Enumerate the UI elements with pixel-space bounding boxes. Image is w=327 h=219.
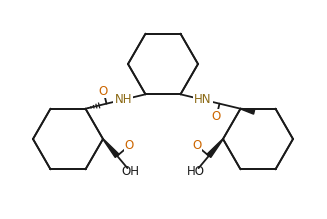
Text: HO: HO — [187, 165, 205, 178]
Text: NH: NH — [114, 93, 132, 106]
Polygon shape — [103, 139, 119, 157]
Text: HN: HN — [194, 93, 212, 106]
Text: O: O — [125, 139, 134, 152]
Text: O: O — [212, 110, 221, 123]
Text: O: O — [99, 85, 108, 97]
Polygon shape — [207, 139, 223, 157]
Polygon shape — [240, 108, 255, 114]
Text: OH: OH — [121, 165, 139, 178]
Text: O: O — [192, 139, 201, 152]
